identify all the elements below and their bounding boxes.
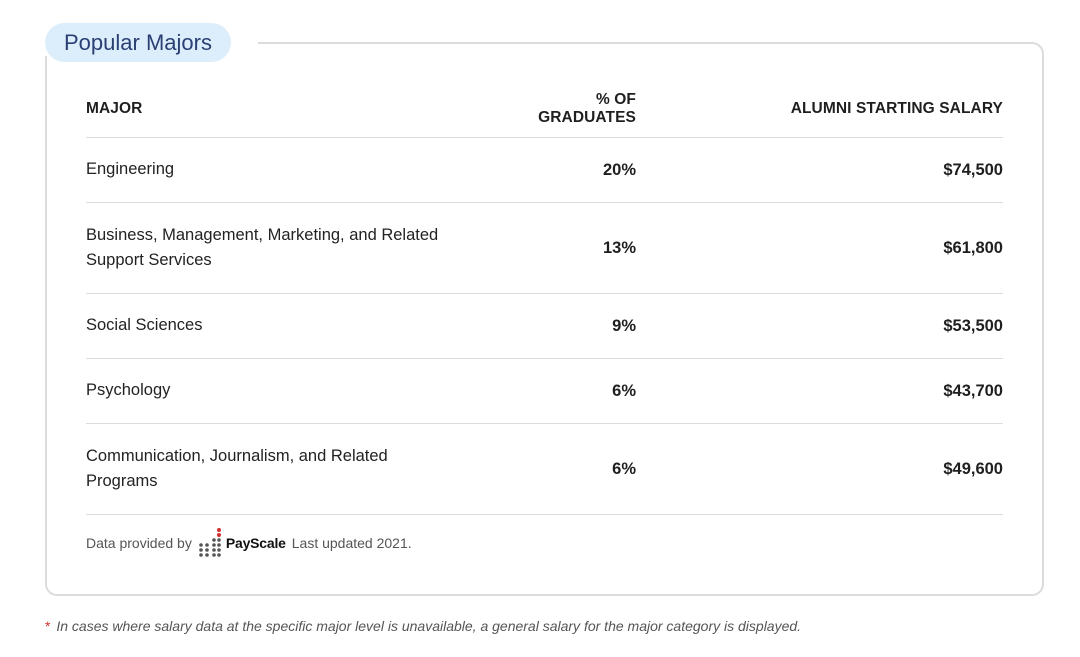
provided-by-label: Data provided by [86,535,192,551]
salary-disclaimer: * In cases where salary data at the spec… [45,618,801,634]
row-pct: 6% [612,459,636,478]
payscale-dots-icon [198,527,222,560]
header-pct: % OF GRADUATES [538,90,636,126]
row-major: Social Sciences [86,316,203,335]
row-pct: 9% [612,316,636,335]
table-row: Psychology 6% $43,700 [86,359,1003,424]
table-row: Social Sciences 9% $53,500 [86,294,1003,359]
header-salary: ALUMNI STARTING SALARY [790,99,1003,117]
row-salary: $74,500 [943,160,1003,179]
payscale-logo[interactable]: PayScale [198,527,286,560]
table-header: MAJOR % OF GRADUATES ALUMNI STARTING SAL… [86,80,1003,138]
data-source-footer: Data provided by PayScale [86,526,412,560]
table-row: Business, Management, Marketing, and Rel… [86,203,1003,294]
header-major: MAJOR [86,99,143,117]
table-row: Communication, Journalism, and Related P… [86,424,1003,515]
row-pct: 6% [612,381,636,400]
disclaimer-text: In cases where salary data at the specif… [56,618,802,634]
payscale-wordmark: PayScale [225,535,286,551]
row-pct: 20% [602,160,636,179]
row-major: Engineering [86,160,175,179]
asterisk: * [45,618,51,634]
row-pct: 13% [602,238,636,257]
row-major: Psychology [86,381,171,400]
row-major: Business, Management, Marketing, and Rel… [86,225,439,270]
table-row: Engineering 20% $74,500 [86,138,1003,203]
row-salary: $49,600 [943,459,1003,478]
row-salary: $43,700 [943,381,1003,400]
last-updated-label: Last updated 2021. [291,535,412,551]
row-major: Communication, Journalism, and Related P… [86,446,388,491]
row-salary: $61,800 [943,238,1003,257]
row-salary: $53,500 [943,316,1003,335]
popular-majors-card [45,42,1044,596]
card-title: Popular Majors [45,23,231,62]
majors-table: MAJOR % OF GRADUATES ALUMNI STARTING SAL… [86,80,1003,515]
